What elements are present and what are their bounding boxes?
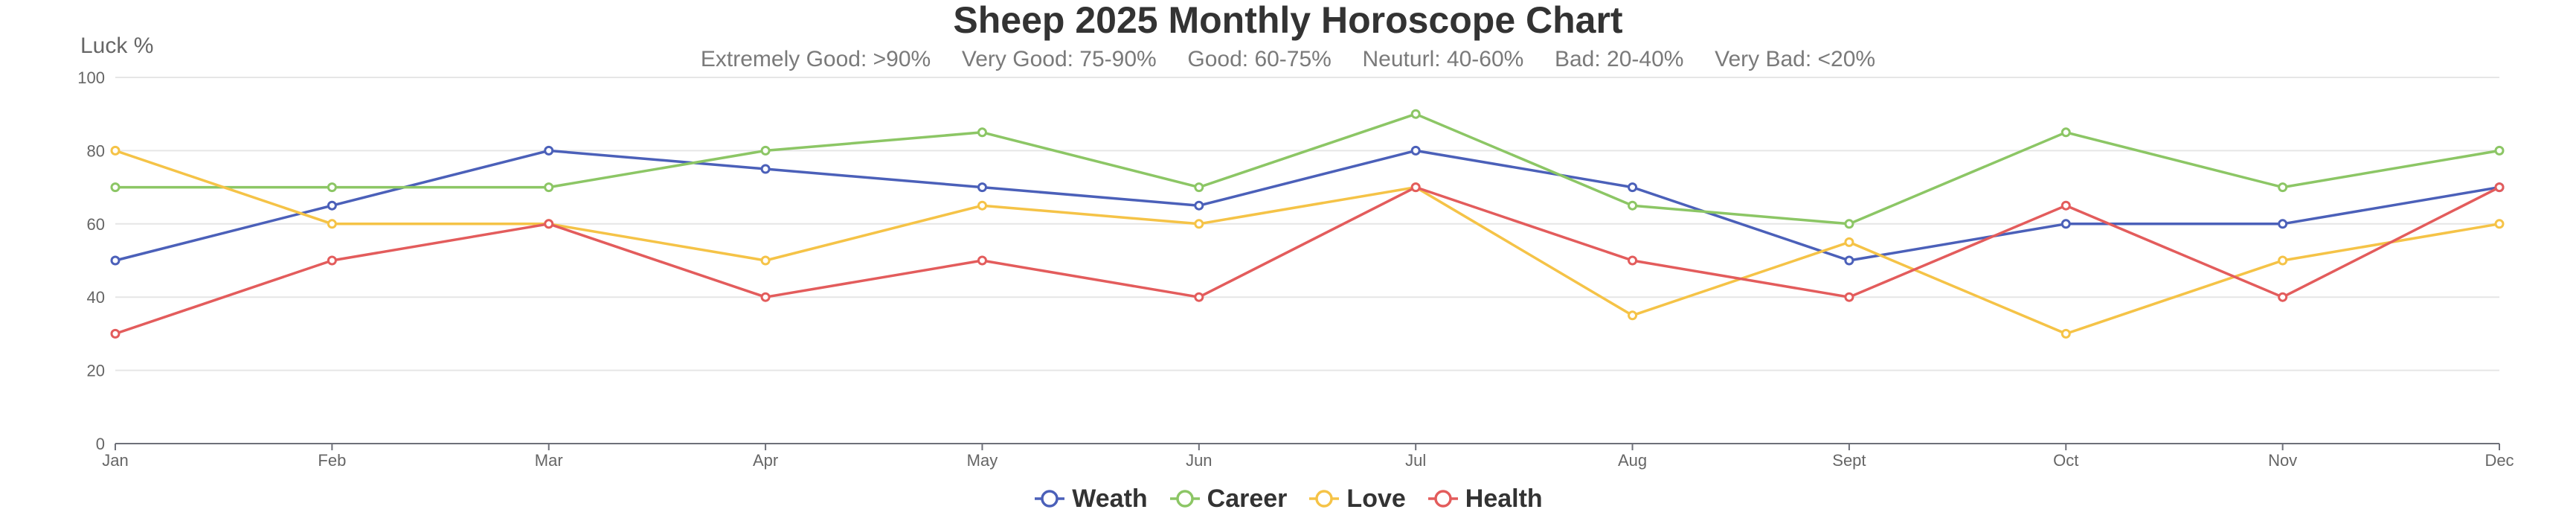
data-point[interactable] [1844,292,1854,302]
data-point[interactable] [2061,127,2071,138]
data-point[interactable] [110,328,121,339]
data-point[interactable] [760,292,771,302]
legend-line-circle-icon [1427,490,1458,508]
x-tick-label: May [967,451,998,470]
data-point[interactable] [544,145,554,156]
data-point[interactable] [1410,145,1421,156]
series-line [115,149,2500,262]
x-tick-label: Dec [2485,451,2514,470]
series-career [110,109,2505,229]
chart-subtitle: Extremely Good: >90% Very Good: 75-90% G… [700,47,1876,71]
legend-item-career[interactable]: Career [1169,484,1288,514]
data-point[interactable] [110,255,121,266]
y-axis-label: Luck % [80,33,154,58]
plot-area: 0 20 40 60 80 100 Jan Feb Mar Apr May Jun Jul Aug Sept… [77,68,2514,470]
data-point[interactable] [1628,182,1638,193]
data-point[interactable] [544,182,554,193]
data-point[interactable] [1194,200,1204,211]
series-line [115,185,2500,336]
x-tick-label: Aug [1618,451,1647,470]
legend-label: Love [1346,485,1406,513]
data-point[interactable] [327,182,337,193]
x-tick-label: Apr [753,451,778,470]
series-health [110,182,2505,339]
y-tick-label: 20 [87,362,105,380]
y-tick-label: 40 [87,288,105,307]
data-point[interactable] [977,127,987,138]
x-tick-label: Mar [535,451,563,470]
y-tick-label: 80 [87,141,105,160]
x-tick-label: Sept [1832,451,1866,470]
data-point[interactable] [2061,200,2071,211]
series-layer [110,109,2505,339]
data-point[interactable] [2061,328,2071,339]
data-point[interactable] [760,145,771,156]
data-point[interactable] [977,182,987,193]
series-weath [110,145,2505,266]
data-point[interactable] [1194,292,1204,302]
data-point[interactable] [1844,255,1854,266]
data-point[interactable] [327,200,337,211]
data-point[interactable] [110,182,121,193]
x-tick-label: Jun [1186,451,1212,470]
x-tick-label: Oct [2053,451,2078,470]
data-point[interactable] [760,164,771,174]
x-tick-label: Feb [318,451,346,470]
data-point[interactable] [760,255,771,266]
legend-item-love[interactable]: Love [1308,484,1406,514]
data-point[interactable] [1410,182,1421,193]
data-point[interactable] [2278,292,2288,302]
legend-item-weath[interactable]: Weath [1033,484,1148,514]
data-point[interactable] [327,255,337,266]
data-point[interactable] [1410,109,1421,119]
data-point[interactable] [1844,237,1854,247]
data-point[interactable] [1628,255,1638,266]
x-tick-label: Jul [1405,451,1426,470]
series-love [110,145,2505,339]
data-point[interactable] [2494,182,2505,193]
legend-item-health[interactable]: Health [1427,484,1543,514]
series-line [115,149,2500,336]
chart-title: Sheep 2025 Monthly Horoscope Chart [953,0,1623,41]
legend-label: Health [1465,485,1543,513]
x-tick-label: Nov [2268,451,2297,470]
data-point[interactable] [1844,219,1854,229]
series-line [115,112,2500,226]
data-point[interactable] [2278,219,2288,229]
data-point[interactable] [977,255,987,266]
data-point[interactable] [2278,182,2288,193]
y-tick-label: 60 [87,215,105,234]
legend-line-circle-icon [1169,490,1200,508]
data-point[interactable] [327,219,337,229]
legend-label: Career [1207,485,1288,513]
data-point[interactable] [1194,219,1204,229]
y-tick-label: 0 [96,435,105,453]
data-point[interactable] [2494,219,2505,229]
data-point[interactable] [544,219,554,229]
data-point[interactable] [2494,145,2505,156]
axes: 0 20 40 60 80 100 Jan Feb Mar Apr May Jun Jul Aug Sept… [77,68,2514,470]
x-tick-label: Jan [102,451,128,470]
data-point[interactable] [110,145,121,156]
data-point[interactable] [1628,200,1638,211]
y-tick-label: 100 [77,68,105,87]
legend: Weath Career Love Health [0,484,2576,514]
data-point[interactable] [977,200,987,211]
data-point[interactable] [1194,182,1204,193]
data-point[interactable] [1628,310,1638,321]
legend-line-circle-icon [1035,490,1065,508]
legend-label: Weath [1072,485,1148,513]
legend-line-circle-icon [1309,490,1340,508]
data-point[interactable] [2278,255,2288,266]
data-point[interactable] [2061,219,2071,229]
